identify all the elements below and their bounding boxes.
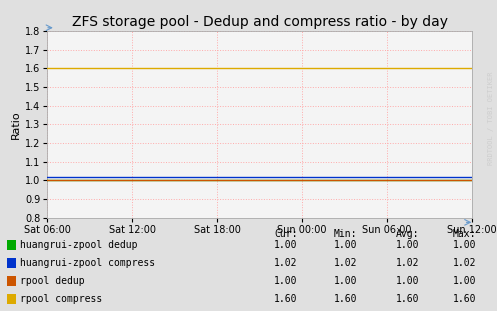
Text: 1.00: 1.00 — [396, 276, 419, 286]
Text: 1.00: 1.00 — [453, 276, 477, 286]
Text: 1.00: 1.00 — [274, 276, 298, 286]
Text: Min:: Min: — [333, 229, 357, 239]
Text: 1.60: 1.60 — [274, 294, 298, 304]
Text: 1.60: 1.60 — [396, 294, 419, 304]
Text: 1.00: 1.00 — [333, 276, 357, 286]
Title: ZFS storage pool - Dedup and compress ratio - by day: ZFS storage pool - Dedup and compress ra… — [72, 15, 448, 29]
Text: huangrui-zpool dedup: huangrui-zpool dedup — [20, 240, 137, 250]
Text: 1.00: 1.00 — [333, 240, 357, 250]
Text: Cur:: Cur: — [274, 229, 298, 239]
Text: huangrui-zpool compress: huangrui-zpool compress — [20, 258, 155, 268]
Text: 1.00: 1.00 — [274, 240, 298, 250]
Text: 1.02: 1.02 — [333, 258, 357, 268]
Text: 1.60: 1.60 — [453, 294, 477, 304]
Text: 1.02: 1.02 — [274, 258, 298, 268]
Text: Avg:: Avg: — [396, 229, 419, 239]
Text: 1.60: 1.60 — [333, 294, 357, 304]
Text: rpool dedup: rpool dedup — [20, 276, 84, 286]
Text: Max:: Max: — [453, 229, 477, 239]
Text: rpool compress: rpool compress — [20, 294, 102, 304]
Text: 1.02: 1.02 — [453, 258, 477, 268]
Text: 1.00: 1.00 — [396, 240, 419, 250]
Y-axis label: Ratio: Ratio — [11, 110, 21, 139]
Text: RRDTOOL / TOBI OETIKER: RRDTOOL / TOBI OETIKER — [488, 72, 494, 165]
Text: 1.00: 1.00 — [453, 240, 477, 250]
Text: 1.02: 1.02 — [396, 258, 419, 268]
